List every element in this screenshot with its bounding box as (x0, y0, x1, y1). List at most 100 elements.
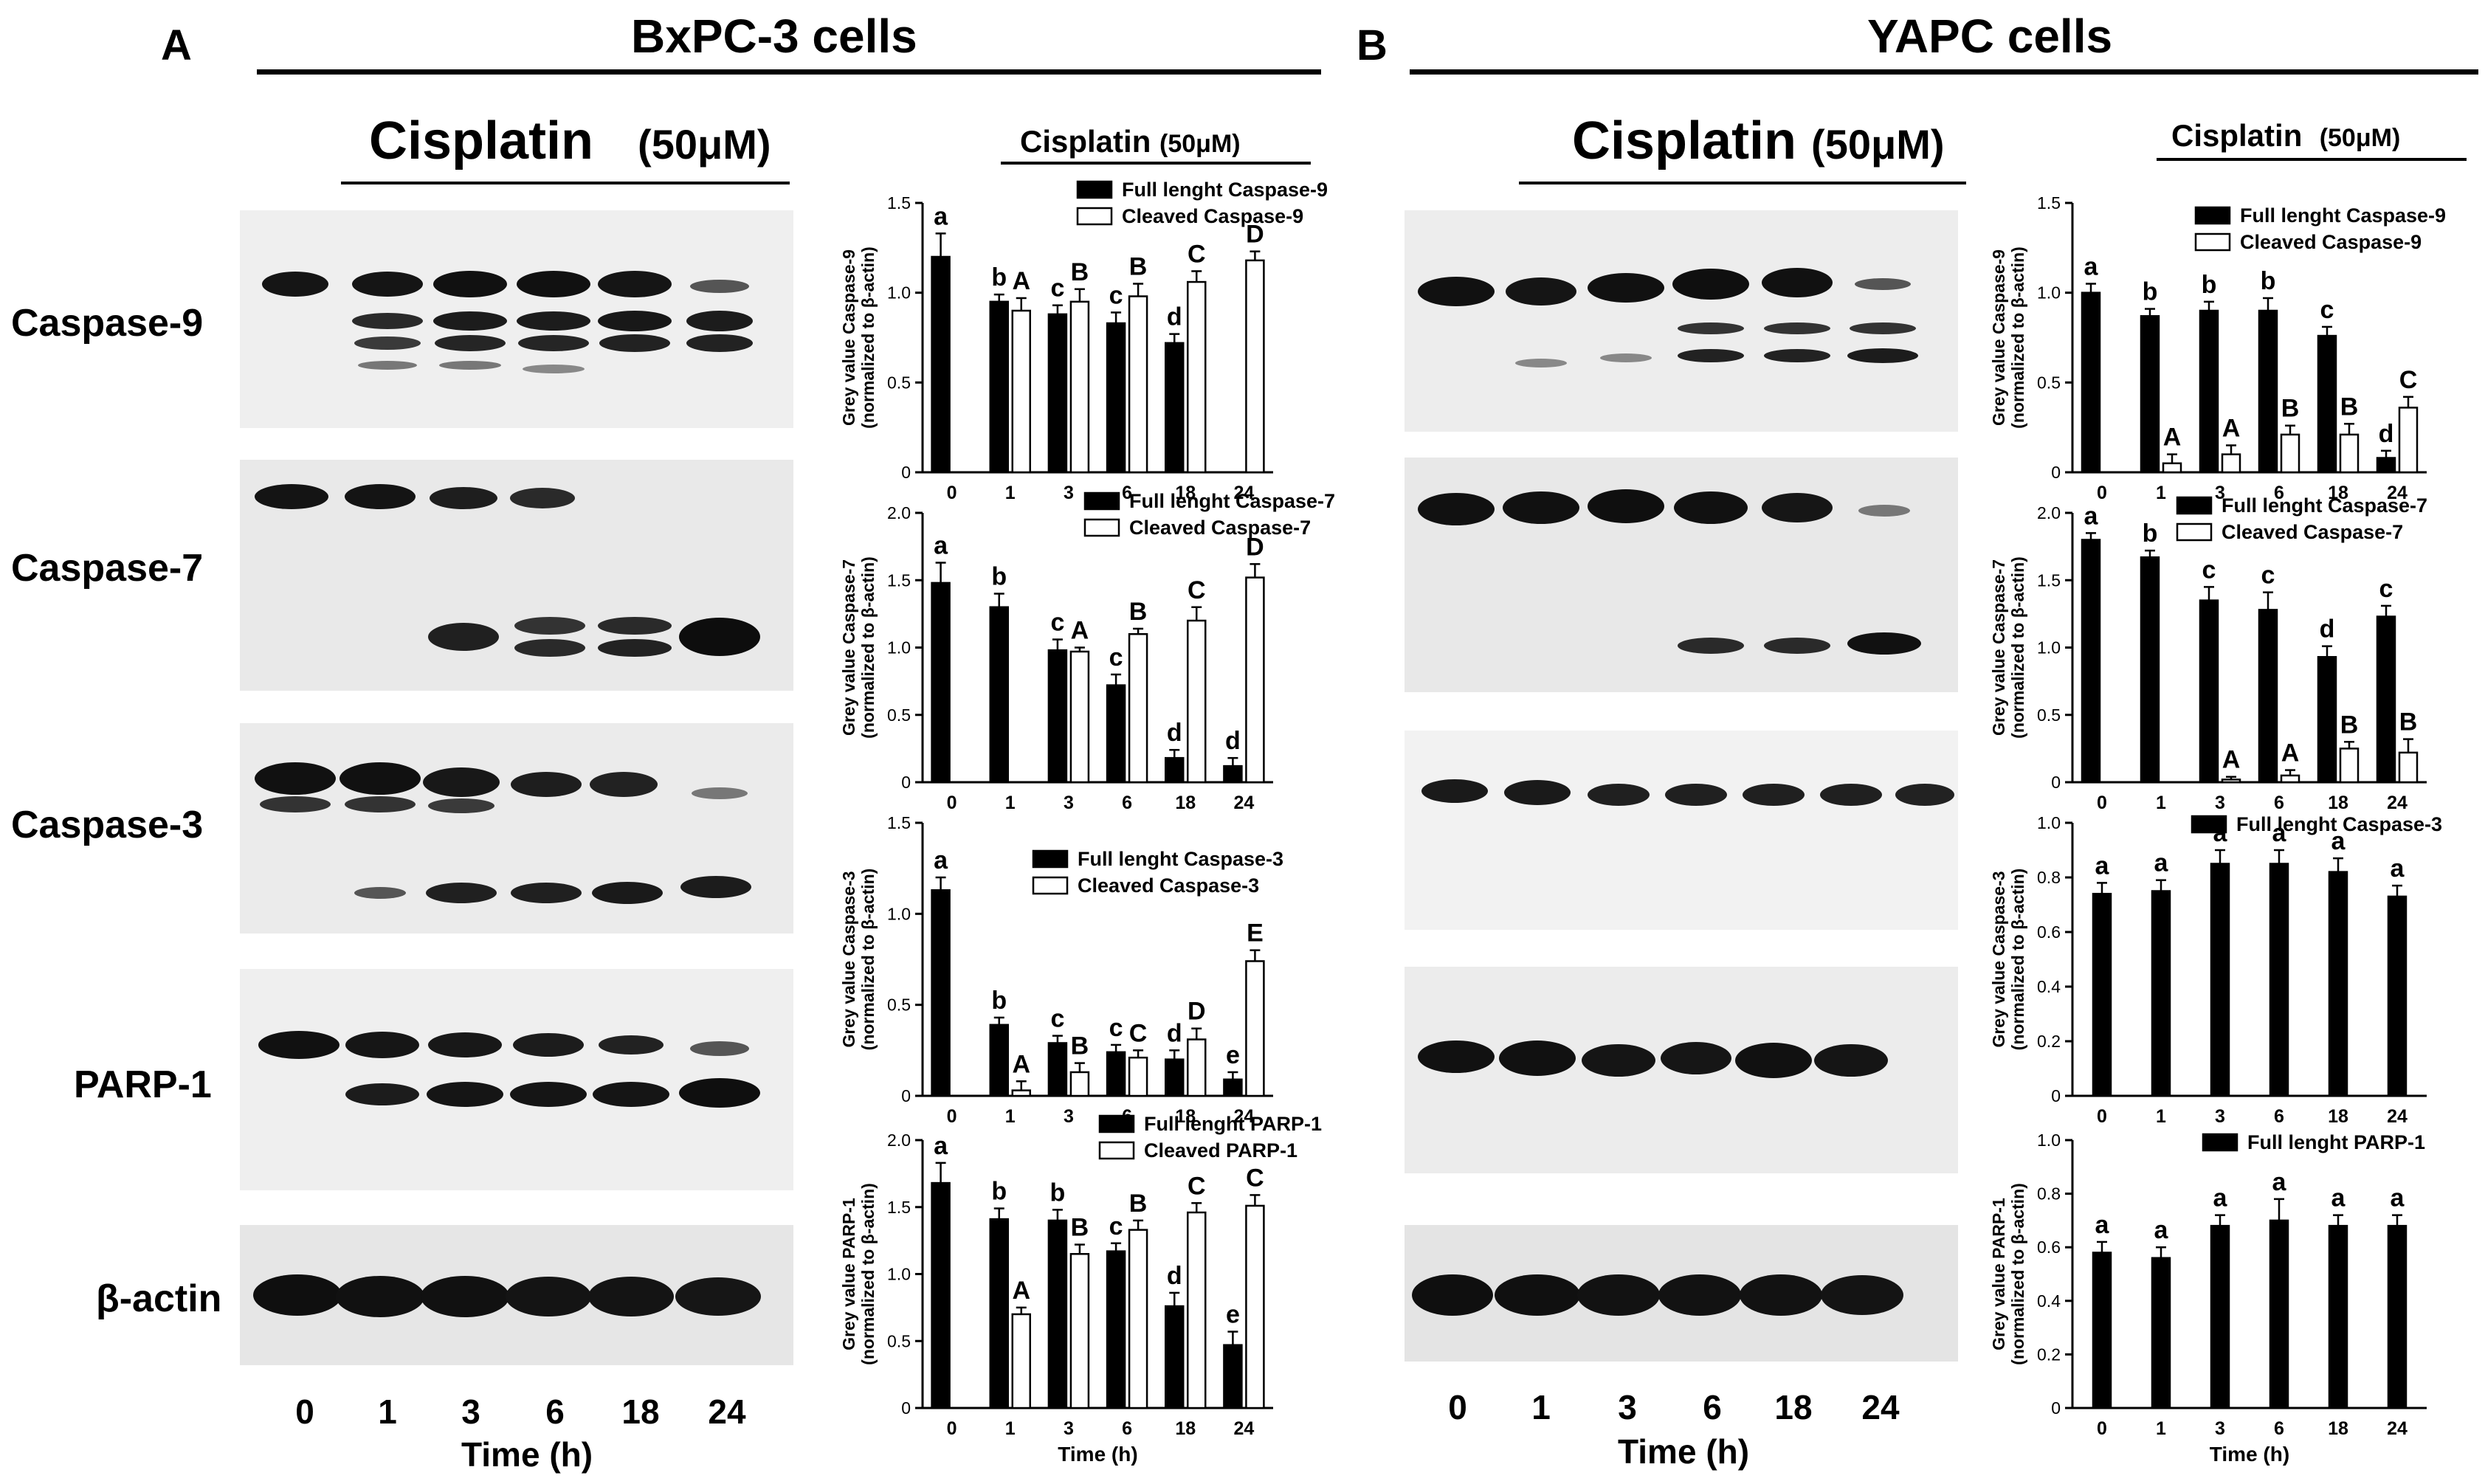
y-axis-label: Grey value PARP-1 (1989, 1198, 2008, 1350)
significance-letter: A (2163, 424, 2182, 452)
x-tick-label: 18 (2328, 793, 2348, 813)
bar (2221, 453, 2241, 474)
significance-letter: c (2379, 575, 2393, 603)
bar (1187, 280, 1207, 474)
significance-letter: a (2154, 849, 2169, 877)
panel-b-title: YAPC cells (1867, 10, 2113, 63)
significance-letter: B (1129, 253, 1148, 281)
bar (2317, 334, 2337, 474)
bar (1223, 765, 1243, 784)
label-parp-1: PARP-1 (74, 1063, 212, 1106)
legend-swatch (2202, 1133, 2238, 1152)
bar (1165, 1305, 1185, 1409)
lane-label: 6 (1703, 1388, 1722, 1426)
y-tick-label: 1.0 (2037, 1131, 2061, 1150)
bar (1165, 756, 1185, 784)
significance-letter: a (934, 1132, 948, 1160)
bar (2151, 1257, 2171, 1409)
significance-letter: c (2202, 556, 2216, 584)
significance-letter: a (934, 202, 948, 230)
legend-label: Cleaved Caspase-9 (1122, 205, 1303, 227)
panel-b-treatment-name: Cisplatin (1572, 111, 1797, 170)
y-axis-label: Grey value Caspase-3 (839, 871, 858, 1047)
legend-swatch (1076, 180, 1113, 199)
significance-letter: B (2399, 708, 2418, 736)
significance-letter: d (1167, 1262, 1182, 1290)
significance-letter: c (1109, 643, 1123, 672)
y-axis-label-units: (normalized to β-actin) (858, 246, 878, 429)
significance-letter: B (1071, 1214, 1089, 1242)
significance-letter: b (1050, 1178, 1066, 1207)
x-tick-label: 0 (947, 1106, 957, 1127)
significance-letter: b (991, 263, 1007, 291)
legend-swatch (2176, 496, 2213, 515)
significance-letter: E (1247, 919, 1264, 948)
significance-letter: A (1071, 617, 1089, 645)
panel-a-treatment-rule (341, 182, 790, 184)
y-axis-label-units: (normalized to β-actin) (858, 556, 878, 739)
significance-letter: a (2095, 852, 2110, 880)
blot-a-parp-1 (240, 969, 793, 1190)
x-tick-label: 24 (2387, 1106, 2408, 1127)
y-tick-label: 1.5 (887, 1198, 911, 1217)
label-caspase-9: Caspase-9 (11, 302, 204, 345)
panel-b-treatment: Cisplatin (50μM) (1572, 111, 1945, 171)
legend-label: Full lenght Caspase-9 (2240, 204, 2446, 227)
significance-letter: a (2331, 1184, 2346, 1212)
significance-letter: b (991, 1178, 1007, 1206)
significance-letter: B (1071, 258, 1089, 286)
x-tick-label: 6 (1122, 793, 1132, 813)
y-axis-label: Grey value Caspase-9 (839, 249, 858, 426)
bar (2339, 748, 2360, 784)
significance-letter: a (2154, 1216, 2169, 1244)
y-axis-label-units: (normalized to β-actin) (2008, 556, 2027, 739)
x-axis-label: Time (h) (2210, 1443, 2289, 1466)
bar (2280, 774, 2300, 784)
x-tick-label: 1 (2156, 1418, 2166, 1439)
y-tick-label: 1.0 (887, 638, 911, 658)
y-tick-label: 0.6 (2037, 1238, 2061, 1257)
y-axis-label-units: (normalized to β-actin) (2008, 246, 2027, 429)
legend-label: Full lenght Caspase-9 (1122, 179, 1328, 201)
significance-letter: C (2399, 366, 2418, 394)
significance-letter: e (1226, 1301, 1240, 1329)
y-axis-label: Grey value Caspase-3 (1989, 871, 2008, 1047)
lane-label: 18 (1774, 1388, 1813, 1426)
lane-label: 18 (621, 1392, 660, 1431)
significance-letter: B (1129, 598, 1148, 626)
significance-letter: d (2320, 615, 2335, 643)
bar (989, 606, 1009, 784)
y-tick-label: 2.0 (2037, 503, 2061, 522)
bar (1223, 1078, 1243, 1097)
x-tick-label: 0 (947, 483, 957, 503)
x-tick-label: 1 (1005, 1106, 1016, 1127)
legend-label: Cleaved Caspase-3 (1078, 874, 1259, 897)
y-tick-label: 0.5 (887, 373, 911, 392)
significance-letter: A (1012, 1050, 1030, 1078)
bar (2258, 309, 2278, 474)
x-tick-label: 6 (2274, 793, 2284, 813)
x-axis-label: Time (h) (1058, 1443, 1137, 1466)
bar (2162, 462, 2182, 474)
y-tick-label: 0.4 (2037, 1291, 2061, 1311)
y-tick-label: 0.4 (2037, 977, 2061, 996)
x-tick-label: 3 (2215, 483, 2225, 503)
significance-letter: d (1167, 303, 1182, 331)
lane-label: 3 (461, 1392, 480, 1431)
lane-label: 0 (1448, 1388, 1467, 1426)
significance-letter: a (934, 846, 948, 874)
bar (2328, 1224, 2348, 1409)
significance-letter: c (1109, 281, 1123, 309)
bar (2199, 309, 2219, 474)
bar (2258, 609, 2278, 784)
significance-letter: B (2340, 393, 2359, 421)
y-axis-label: Grey value PARP-1 (839, 1198, 858, 1350)
y-tick-label: 2.0 (887, 503, 911, 522)
x-tick-label: 24 (2387, 793, 2408, 813)
bar (2269, 863, 2289, 1097)
legend-label: Full lenght Caspase-7 (2222, 494, 2427, 517)
bar (2398, 751, 2419, 784)
legend-label: Cleaved Caspase-7 (2222, 521, 2403, 543)
x-tick-label: 24 (1234, 1106, 1255, 1127)
x-tick-label: 3 (2215, 1106, 2225, 1127)
